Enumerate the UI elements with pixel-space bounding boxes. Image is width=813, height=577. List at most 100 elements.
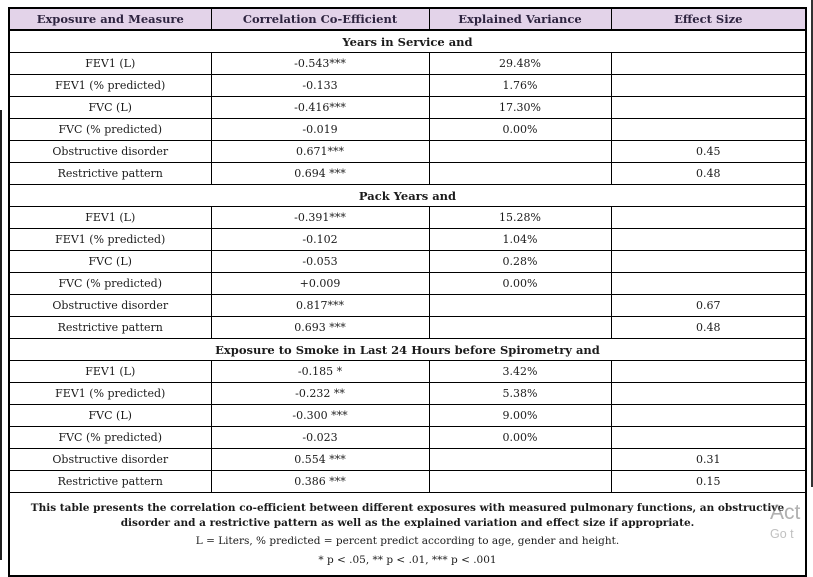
- variance-cell: 0.00%: [428, 272, 612, 295]
- table-row: FEV1 (% predicted) -0.133 1.76%: [8, 74, 807, 97]
- effect-size-cell: [610, 206, 807, 229]
- measure-cell: Obstructive disorder: [8, 140, 212, 163]
- table-row: Obstructive disorder 0.671*** 0.45: [8, 140, 807, 163]
- section-title: Years in Service and: [8, 29, 807, 53]
- effect-size-cell: 0.67: [610, 294, 807, 317]
- variance-cell: 0.00%: [428, 118, 612, 141]
- table-row: Restrictive pattern 0.386 *** 0.15: [8, 470, 807, 493]
- measure-cell: FVC (% predicted): [8, 426, 212, 449]
- effect-size-cell: 0.48: [610, 316, 807, 339]
- variance-cell: 15.28%: [428, 206, 612, 229]
- variance-cell: [428, 470, 612, 493]
- table-row: FEV1 (L) -0.543*** 29.48%: [8, 52, 807, 75]
- measure-cell: FVC (% predicted): [8, 118, 212, 141]
- table-row: FEV1 (% predicted) -0.232 ** 5.38%: [8, 382, 807, 405]
- measure-cell: FEV1 (L): [8, 206, 212, 229]
- table-row: FVC (L) -0.416*** 17.30%: [8, 96, 807, 119]
- correlation-cell: -0.232 **: [210, 382, 430, 405]
- effect-size-cell: [610, 52, 807, 75]
- correlation-results-table: Exposure and Measure Correlation Co-Effi…: [8, 7, 807, 577]
- measure-cell: FEV1 (% predicted): [8, 228, 212, 251]
- section-title: Pack Years and: [8, 184, 807, 207]
- correlation-cell: -0.133: [210, 74, 430, 97]
- note-abbreviations: L = Liters, % predicted = percent predic…: [195, 535, 620, 548]
- variance-cell: [428, 448, 612, 471]
- table-row: Obstructive disorder 0.554 *** 0.31: [8, 448, 807, 471]
- column-header-effect-size: Effect Size: [610, 7, 807, 31]
- table-notes: This table presents the correlation co-e…: [8, 491, 807, 577]
- variance-cell: 9.00%: [428, 404, 612, 427]
- measure-cell: FEV1 (% predicted): [8, 74, 212, 97]
- measure-cell: FVC (L): [8, 404, 212, 427]
- section-row-smoke-exposure: Exposure to Smoke in Last 24 Hours befor…: [8, 338, 807, 361]
- variance-cell: 1.76%: [428, 74, 612, 97]
- page-edge-right: [811, 0, 813, 487]
- correlation-cell: -0.416***: [210, 96, 430, 119]
- variance-cell: [428, 294, 612, 317]
- correlation-cell: 0.694 ***: [210, 162, 430, 185]
- correlation-cell: -0.019: [210, 118, 430, 141]
- note-description: This table presents the correlation co-e…: [30, 502, 785, 530]
- table-row: Restrictive pattern 0.694 *** 0.48: [8, 162, 807, 185]
- variance-cell: 1.04%: [428, 228, 612, 251]
- variance-cell: 0.00%: [428, 426, 612, 449]
- measure-cell: Obstructive disorder: [8, 294, 212, 317]
- variance-cell: 5.38%: [428, 382, 612, 405]
- table-header-row: Exposure and Measure Correlation Co-Effi…: [8, 7, 807, 31]
- variance-cell: [428, 162, 612, 185]
- measure-cell: FEV1 (% predicted): [8, 382, 212, 405]
- section-row-pack-years: Pack Years and: [8, 184, 807, 207]
- table-row: FVC (% predicted) +0.009 0.00%: [8, 272, 807, 295]
- correlation-cell: 0.554 ***: [210, 448, 430, 471]
- effect-size-cell: [610, 382, 807, 405]
- column-header-exposure-measure: Exposure and Measure: [8, 7, 212, 31]
- table-row: FVC (L) -0.053 0.28%: [8, 250, 807, 273]
- section-title: Exposure to Smoke in Last 24 Hours befor…: [8, 338, 807, 361]
- variance-cell: 17.30%: [428, 96, 612, 119]
- table-row: FEV1 (L) -0.185 * 3.42%: [8, 360, 807, 383]
- table-row: FEV1 (% predicted) -0.102 1.04%: [8, 228, 807, 251]
- correlation-cell: 0.817***: [210, 294, 430, 317]
- correlation-cell: -0.102: [210, 228, 430, 251]
- measure-cell: Obstructive disorder: [8, 448, 212, 471]
- variance-cell: [428, 316, 612, 339]
- variance-cell: 29.48%: [428, 52, 612, 75]
- effect-size-cell: 0.45: [610, 140, 807, 163]
- correlation-cell: -0.543***: [210, 52, 430, 75]
- effect-size-cell: [610, 74, 807, 97]
- table-row: FVC (L) -0.300 *** 9.00%: [8, 404, 807, 427]
- effect-size-cell: [610, 118, 807, 141]
- measure-cell: FVC (% predicted): [8, 272, 212, 295]
- measure-cell: FEV1 (L): [8, 52, 212, 75]
- effect-size-cell: [610, 404, 807, 427]
- effect-size-cell: 0.48: [610, 162, 807, 185]
- variance-cell: 3.42%: [428, 360, 612, 383]
- correlation-cell: 0.671***: [210, 140, 430, 163]
- measure-cell: Restrictive pattern: [8, 162, 212, 185]
- measure-cell: FEV1 (L): [8, 360, 212, 383]
- correlation-cell: -0.391***: [210, 206, 430, 229]
- column-header-correlation: Correlation Co-Efficient: [210, 7, 430, 31]
- measure-cell: FVC (L): [8, 250, 212, 273]
- table-row: Obstructive disorder 0.817*** 0.67: [8, 294, 807, 317]
- effect-size-cell: 0.15: [610, 470, 807, 493]
- table-row: FVC (% predicted) -0.023 0.00%: [8, 426, 807, 449]
- note-significance-levels: * p < .05, ** p < .01, *** p < .001: [318, 553, 497, 566]
- page-edge-left: [0, 110, 2, 560]
- variance-cell: [428, 140, 612, 163]
- correlation-cell: 0.386 ***: [210, 470, 430, 493]
- variance-cell: 0.28%: [428, 250, 612, 273]
- correlation-cell: -0.023: [210, 426, 430, 449]
- effect-size-cell: 0.31: [610, 448, 807, 471]
- correlation-cell: 0.693 ***: [210, 316, 430, 339]
- effect-size-cell: [610, 360, 807, 383]
- effect-size-cell: [610, 426, 807, 449]
- table-row: Restrictive pattern 0.693 *** 0.48: [8, 316, 807, 339]
- correlation-cell: +0.009: [210, 272, 430, 295]
- section-row-years-in-service: Years in Service and: [8, 29, 807, 53]
- correlation-cell: -0.300 ***: [210, 404, 430, 427]
- correlation-cell: -0.185 *: [210, 360, 430, 383]
- correlation-cell: -0.053: [210, 250, 430, 273]
- measure-cell: FVC (L): [8, 96, 212, 119]
- table-notes-row: This table presents the correlation co-e…: [8, 491, 807, 577]
